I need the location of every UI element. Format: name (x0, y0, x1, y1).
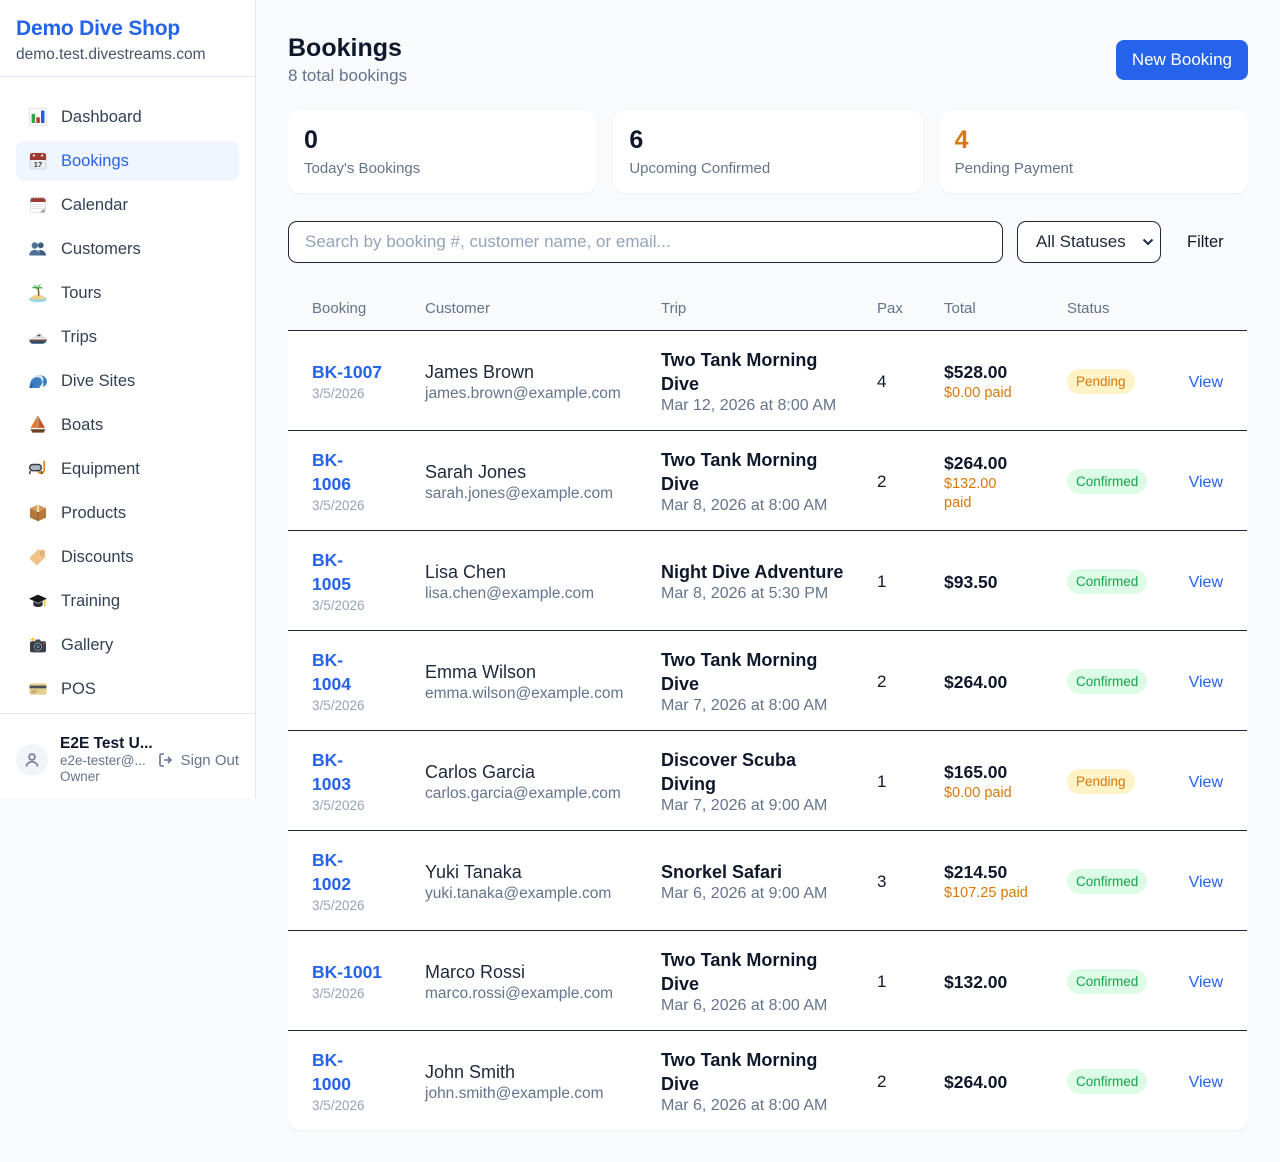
svg-text:17: 17 (34, 160, 42, 169)
